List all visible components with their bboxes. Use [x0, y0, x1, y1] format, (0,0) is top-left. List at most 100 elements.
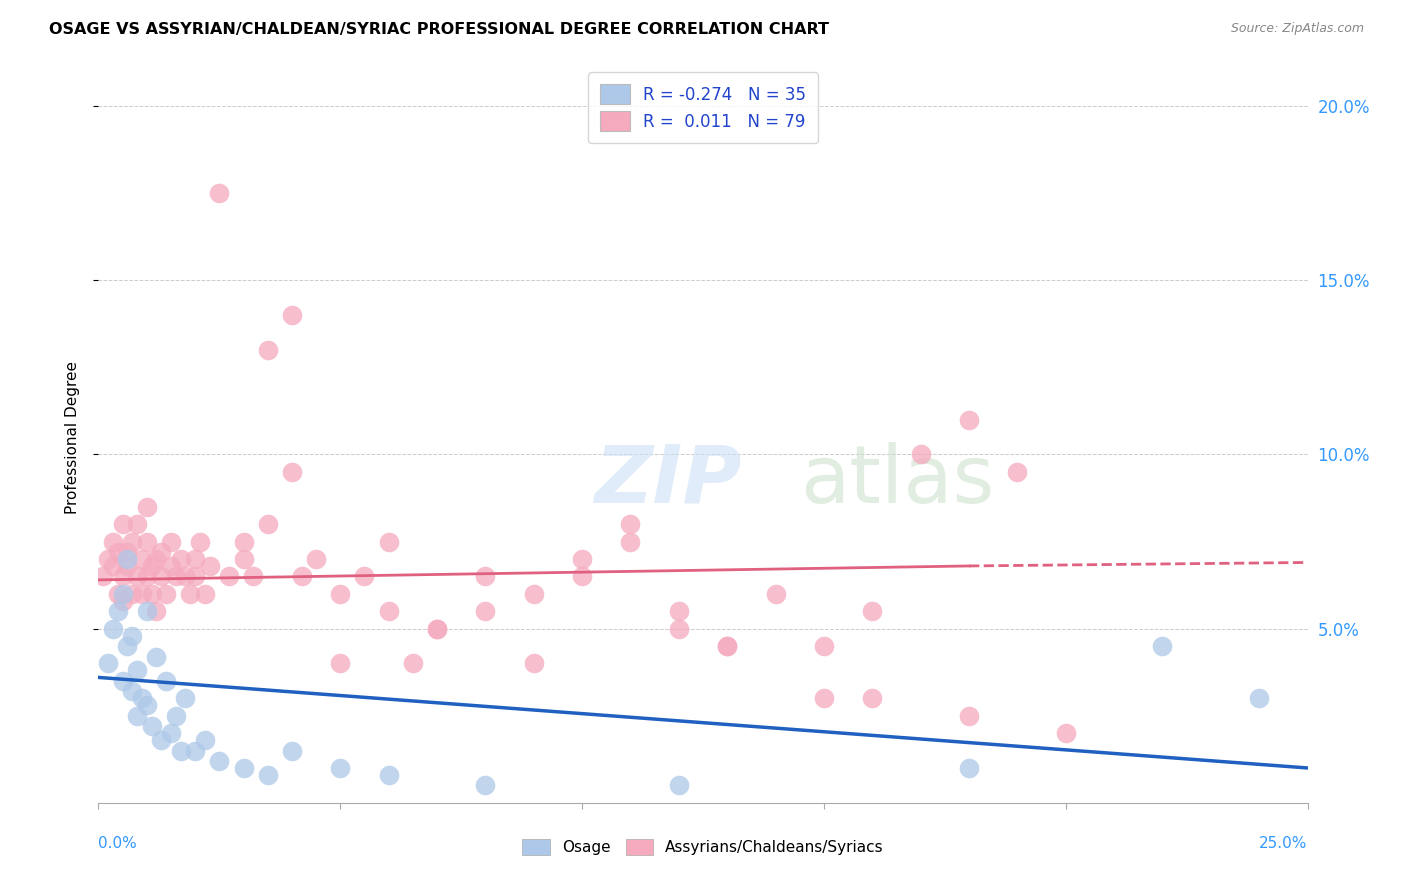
- Point: [668, 604, 690, 618]
- Point: [957, 412, 980, 426]
- Point: [377, 534, 399, 549]
- Point: [160, 534, 183, 549]
- Point: [141, 719, 163, 733]
- Point: [184, 743, 207, 757]
- Point: [242, 569, 264, 583]
- Point: [135, 698, 157, 713]
- Point: [256, 517, 278, 532]
- Point: [619, 534, 641, 549]
- Point: [232, 534, 254, 549]
- Point: [290, 569, 312, 583]
- Point: [957, 708, 980, 723]
- Point: [329, 657, 352, 671]
- Point: [523, 587, 546, 601]
- Point: [150, 569, 173, 583]
- Text: Source: ZipAtlas.com: Source: ZipAtlas.com: [1230, 22, 1364, 36]
- Point: [141, 587, 163, 601]
- Point: [121, 587, 143, 601]
- Point: [194, 733, 217, 747]
- Text: OSAGE VS ASSYRIAN/CHALDEAN/SYRIAC PROFESSIONAL DEGREE CORRELATION CHART: OSAGE VS ASSYRIAN/CHALDEAN/SYRIAC PROFES…: [49, 22, 830, 37]
- Point: [329, 761, 352, 775]
- Point: [107, 587, 129, 601]
- Point: [402, 657, 425, 671]
- Point: [145, 604, 167, 618]
- Point: [121, 684, 143, 698]
- Point: [426, 622, 449, 636]
- Point: [127, 708, 149, 723]
- Text: 0.0%: 0.0%: [98, 836, 138, 851]
- Point: [169, 743, 191, 757]
- Point: [131, 691, 153, 706]
- Point: [150, 545, 173, 559]
- Point: [218, 569, 240, 583]
- Point: [256, 768, 278, 782]
- Text: 25.0%: 25.0%: [1260, 836, 1308, 851]
- Point: [101, 558, 124, 573]
- Point: [117, 639, 139, 653]
- Point: [281, 743, 304, 757]
- Point: [353, 569, 375, 583]
- Point: [619, 517, 641, 532]
- Point: [813, 639, 835, 653]
- Point: [111, 594, 134, 608]
- Point: [160, 726, 183, 740]
- Point: [571, 569, 593, 583]
- Point: [111, 587, 134, 601]
- Point: [111, 517, 134, 532]
- Point: [127, 664, 149, 678]
- Point: [377, 768, 399, 782]
- Point: [377, 604, 399, 618]
- Point: [198, 558, 221, 573]
- Point: [813, 691, 835, 706]
- Point: [97, 552, 120, 566]
- Point: [523, 657, 546, 671]
- Point: [668, 622, 690, 636]
- Point: [131, 552, 153, 566]
- Point: [474, 778, 496, 792]
- Point: [179, 587, 201, 601]
- Point: [155, 673, 177, 688]
- Point: [135, 500, 157, 514]
- Point: [121, 534, 143, 549]
- Point: [860, 604, 883, 618]
- Point: [107, 545, 129, 559]
- Point: [117, 545, 139, 559]
- Point: [1054, 726, 1077, 740]
- Point: [135, 534, 157, 549]
- Point: [174, 569, 197, 583]
- Point: [232, 552, 254, 566]
- Point: [184, 569, 207, 583]
- Point: [571, 552, 593, 566]
- Point: [426, 622, 449, 636]
- Point: [111, 569, 134, 583]
- Point: [91, 569, 114, 583]
- Point: [1152, 639, 1174, 653]
- Point: [145, 649, 167, 664]
- Point: [101, 622, 124, 636]
- Point: [127, 569, 149, 583]
- Point: [121, 629, 143, 643]
- Point: [97, 657, 120, 671]
- Point: [141, 558, 163, 573]
- Y-axis label: Professional Degree: Professional Degree: [65, 360, 80, 514]
- Point: [256, 343, 278, 357]
- Point: [188, 534, 211, 549]
- Point: [329, 587, 352, 601]
- Point: [910, 448, 932, 462]
- Point: [117, 558, 139, 573]
- Point: [117, 552, 139, 566]
- Point: [474, 569, 496, 583]
- Text: ZIP: ZIP: [595, 442, 741, 520]
- Point: [111, 673, 134, 688]
- Point: [131, 587, 153, 601]
- Point: [208, 754, 231, 768]
- Point: [232, 761, 254, 775]
- Legend: Osage, Assyrians/Chaldeans/Syriacs: Osage, Assyrians/Chaldeans/Syriacs: [516, 833, 890, 861]
- Point: [169, 552, 191, 566]
- Point: [145, 552, 167, 566]
- Point: [1007, 465, 1029, 479]
- Text: atlas: atlas: [800, 442, 994, 520]
- Point: [150, 733, 173, 747]
- Point: [716, 639, 738, 653]
- Point: [165, 569, 187, 583]
